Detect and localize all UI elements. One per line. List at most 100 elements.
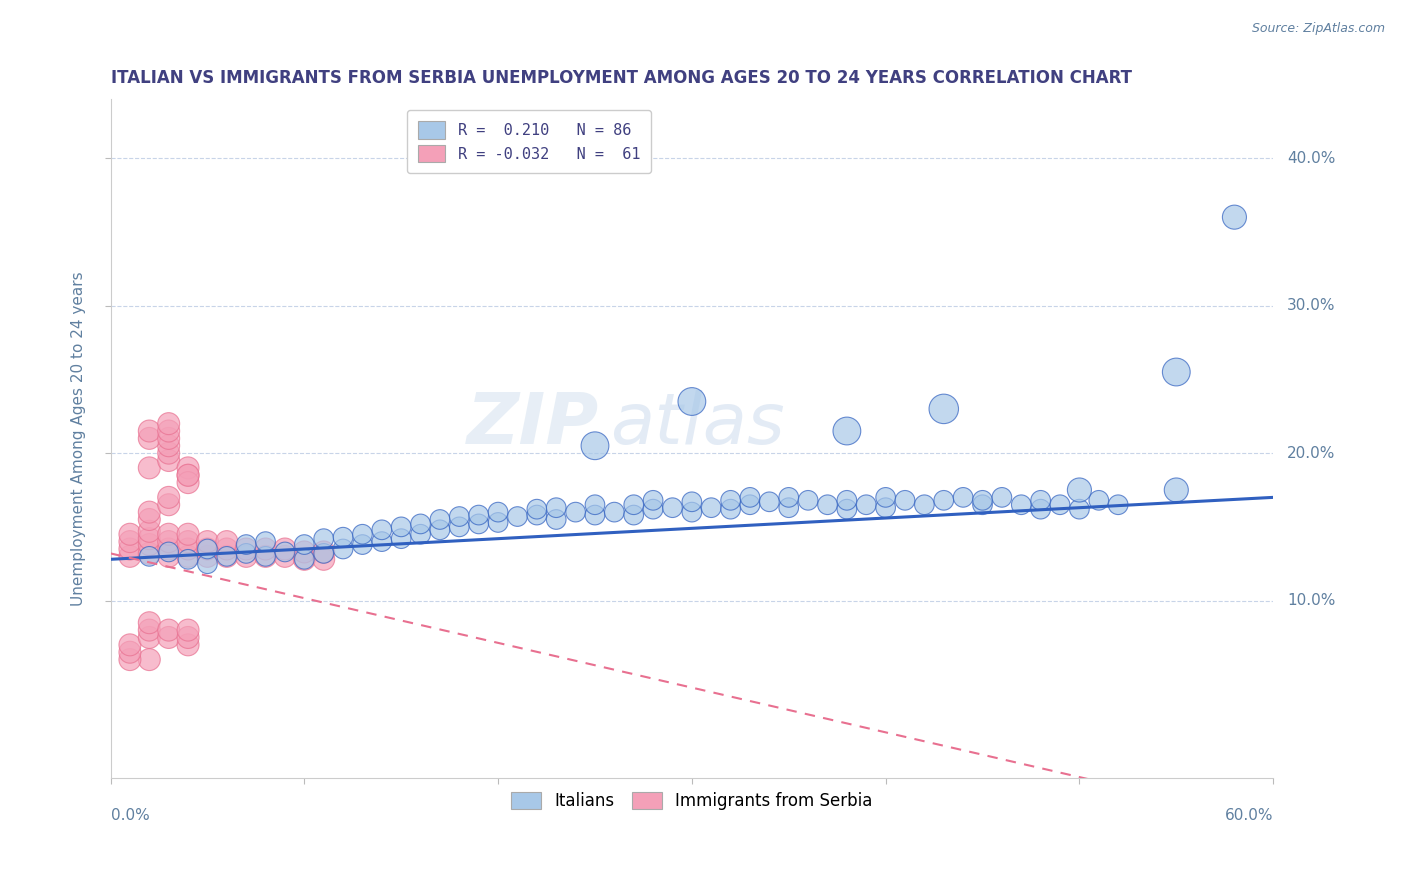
- Text: 30.0%: 30.0%: [1286, 298, 1336, 313]
- Point: [1029, 502, 1052, 516]
- Point: [177, 549, 200, 564]
- Point: [603, 505, 626, 519]
- Point: [1107, 498, 1129, 512]
- Point: [758, 495, 780, 509]
- Point: [254, 549, 277, 564]
- Point: [215, 549, 238, 564]
- Point: [197, 557, 219, 571]
- Point: [835, 493, 858, 508]
- Point: [583, 439, 606, 453]
- Point: [546, 512, 568, 526]
- Point: [817, 498, 839, 512]
- Point: [215, 549, 238, 564]
- Point: [157, 527, 180, 541]
- Point: [875, 500, 897, 515]
- Point: [855, 498, 877, 512]
- Point: [449, 520, 471, 534]
- Point: [623, 508, 645, 522]
- Point: [157, 439, 180, 453]
- Point: [991, 491, 1014, 505]
- Point: [118, 645, 141, 659]
- Point: [138, 431, 160, 445]
- Point: [778, 500, 800, 515]
- Text: 10.0%: 10.0%: [1286, 593, 1336, 608]
- Point: [138, 546, 160, 560]
- Point: [254, 534, 277, 549]
- Point: [1223, 210, 1246, 224]
- Point: [1049, 498, 1071, 512]
- Point: [157, 498, 180, 512]
- Point: [389, 520, 412, 534]
- Point: [177, 475, 200, 490]
- Point: [467, 516, 489, 531]
- Point: [157, 431, 180, 445]
- Point: [778, 491, 800, 505]
- Point: [235, 541, 257, 556]
- Point: [197, 534, 219, 549]
- Point: [254, 541, 277, 556]
- Point: [643, 493, 665, 508]
- Point: [932, 493, 955, 508]
- Point: [235, 549, 257, 564]
- Point: [409, 527, 432, 541]
- Point: [429, 523, 451, 537]
- Point: [118, 541, 141, 556]
- Point: [932, 401, 955, 416]
- Point: [177, 638, 200, 652]
- Point: [312, 545, 335, 559]
- Point: [157, 417, 180, 431]
- Point: [352, 527, 374, 541]
- Text: Source: ZipAtlas.com: Source: ZipAtlas.com: [1251, 22, 1385, 36]
- Point: [429, 512, 451, 526]
- Point: [681, 495, 703, 509]
- Point: [157, 623, 180, 637]
- Point: [138, 631, 160, 645]
- Point: [177, 541, 200, 556]
- Point: [738, 491, 761, 505]
- Point: [177, 468, 200, 483]
- Point: [138, 549, 160, 564]
- Point: [197, 541, 219, 556]
- Point: [526, 502, 548, 516]
- Text: 60.0%: 60.0%: [1225, 808, 1274, 823]
- Point: [1087, 493, 1109, 508]
- Point: [681, 394, 703, 409]
- Y-axis label: Unemployment Among Ages 20 to 24 years: Unemployment Among Ages 20 to 24 years: [72, 271, 86, 606]
- Point: [912, 498, 935, 512]
- Point: [118, 527, 141, 541]
- Point: [312, 532, 335, 546]
- Point: [738, 498, 761, 512]
- Point: [332, 541, 354, 556]
- Point: [292, 545, 315, 559]
- Point: [546, 500, 568, 515]
- Point: [138, 615, 160, 630]
- Point: [177, 461, 200, 475]
- Point: [138, 424, 160, 438]
- Point: [835, 502, 858, 516]
- Point: [583, 498, 606, 512]
- Point: [467, 508, 489, 522]
- Point: [449, 509, 471, 524]
- Point: [157, 491, 180, 505]
- Point: [875, 491, 897, 505]
- Point: [138, 461, 160, 475]
- Point: [177, 631, 200, 645]
- Point: [274, 545, 297, 559]
- Point: [235, 546, 257, 560]
- Point: [215, 541, 238, 556]
- Point: [972, 498, 994, 512]
- Point: [583, 508, 606, 522]
- Point: [1010, 498, 1032, 512]
- Point: [157, 541, 180, 556]
- Point: [118, 549, 141, 564]
- Point: [177, 534, 200, 549]
- Point: [894, 493, 917, 508]
- Text: 20.0%: 20.0%: [1286, 446, 1336, 460]
- Point: [118, 638, 141, 652]
- Point: [720, 502, 742, 516]
- Point: [138, 524, 160, 539]
- Point: [681, 505, 703, 519]
- Point: [352, 537, 374, 551]
- Point: [643, 502, 665, 516]
- Point: [177, 527, 200, 541]
